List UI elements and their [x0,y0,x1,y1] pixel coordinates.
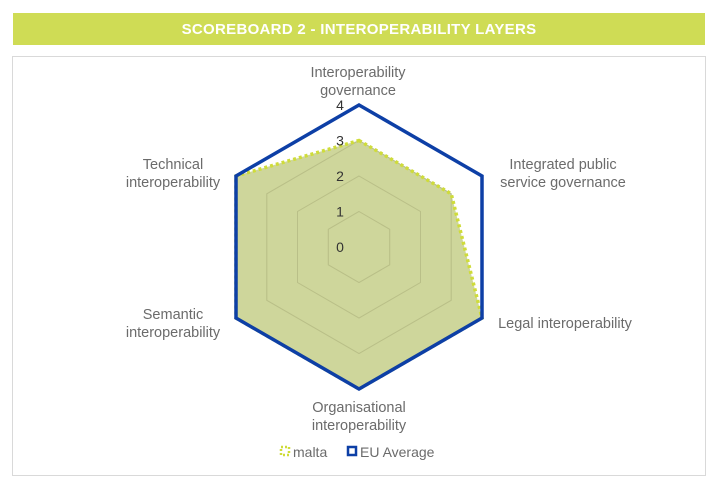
axis-label-3-line-1: interoperability [312,418,407,434]
tick-label-4: 4 [336,97,344,113]
axis-label-0-line-0: Interoperability [310,65,406,81]
tick-label-2: 2 [336,168,344,184]
legend-item-malta: malta [281,444,327,460]
legend-marker-eu-average [348,447,356,455]
axis-label-3-line-0: Organisational [312,400,406,416]
legend-item-eu-average: EU Average [348,444,435,460]
legend-label-malta: malta [293,444,327,460]
tick-label-3: 3 [336,133,344,149]
axis-label-1-line-1: service governance [500,175,626,191]
axis-label-5-line-1: interoperability [126,175,221,191]
tick-label-0: 0 [336,239,344,255]
axis-label-2-line-0: Legal interoperability [498,316,633,332]
axis-label-4-line-1: interoperability [126,325,221,341]
legend-marker-malta [281,447,289,455]
series-malta-area [236,141,482,390]
axis-label-5-line-0: Technical [143,157,203,173]
chart-legend: malta EU Average [281,444,435,460]
radar-series [236,105,482,389]
axis-label-1-line-0: Integrated public [509,157,616,173]
tick-label-1: 1 [336,204,344,220]
axis-label-0-line-1: governance [320,83,396,99]
axis-label-4-line-0: Semantic [143,307,203,323]
legend-label-eu-average: EU Average [360,444,435,460]
